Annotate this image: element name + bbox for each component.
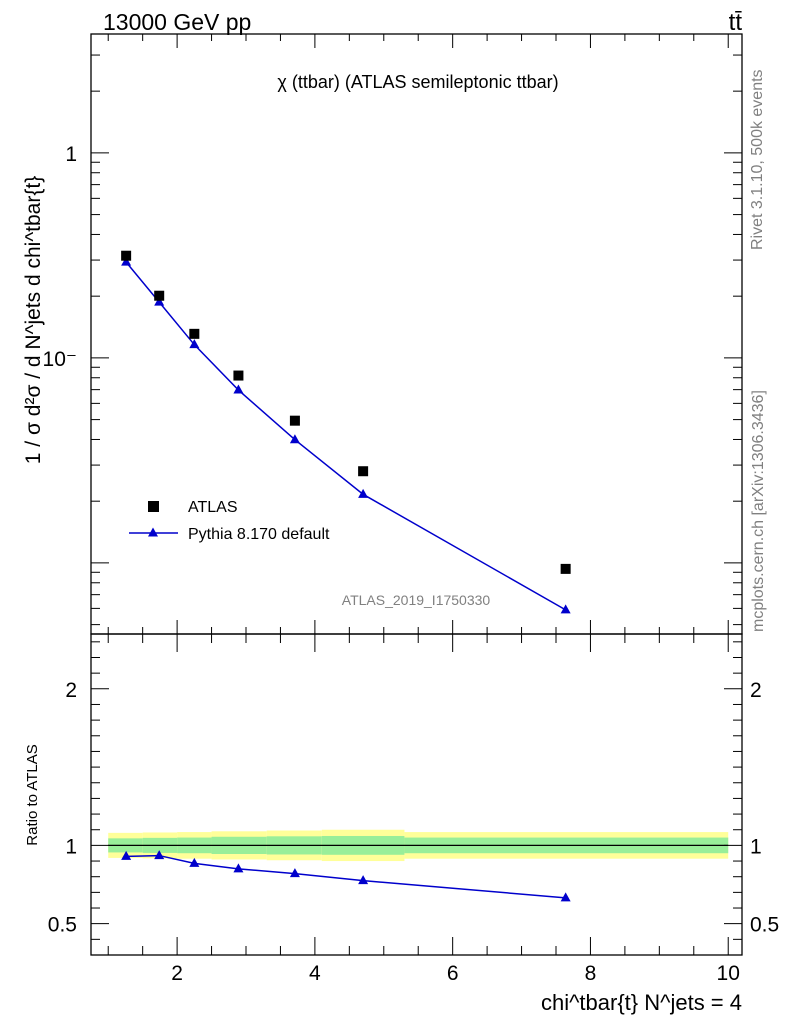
atlas-point xyxy=(289,415,300,426)
atlas-point xyxy=(358,466,369,477)
atlas-point xyxy=(154,290,165,301)
x-axis-title: chi^tbar{t} N^jets = 4 xyxy=(541,990,742,1015)
legend-pythia-label: Pythia 8.170 default xyxy=(188,526,330,543)
legend-atlas-marker xyxy=(148,501,159,512)
main-y-axis-title: 1 / σ d²σ / d N^jets d chi^tbar{t} xyxy=(22,176,45,464)
pythia-point xyxy=(560,604,571,614)
main-y-tick-label: 10⁻ xyxy=(43,348,77,371)
energy-label: 13000 GeV pp xyxy=(103,9,251,35)
ratio-y-axis: 0.5 0.5 1 1 2 2 2 4 6 8 10 xyxy=(48,634,779,985)
mcplots-label: mcplots.cern.ch [arXiv:1306.3436] xyxy=(750,390,767,632)
ratio-pythia-point xyxy=(560,892,571,902)
pythia-point xyxy=(189,339,200,349)
ratio-pythia-point xyxy=(121,850,132,860)
ratio-y-tick-label: 2 xyxy=(65,679,77,702)
pythia-point xyxy=(289,434,300,444)
x-tick-label: 2 xyxy=(171,962,183,985)
ratio-y-tick-label: 1 xyxy=(65,835,77,858)
pythia-point xyxy=(233,384,244,394)
rivet-version-label: Rivet 3.1.10, 500k events xyxy=(749,69,766,250)
x-tick-label: 8 xyxy=(585,962,597,985)
main-plot-frame xyxy=(90,33,743,635)
chart-title: χ (ttbar) (ATLAS semileptonic ttbar) xyxy=(277,72,558,92)
ratio-y-tick-label: 0.5 xyxy=(48,914,77,937)
x-tick-label: 6 xyxy=(447,962,459,985)
ratio-y-tick-label-right: 0.5 xyxy=(750,914,779,937)
pythia-point xyxy=(154,296,165,306)
ratio-y-tick-label-right: 1 xyxy=(750,835,762,858)
x-tick-label: 10 xyxy=(717,962,740,985)
ratio-pythia-point xyxy=(358,875,369,885)
main-y-tick-label: 1 xyxy=(65,143,77,166)
ratio-y-axis-title: Ratio to ATLAS xyxy=(24,744,41,845)
process-label: tt̄ xyxy=(729,9,743,36)
x-tick-label: 4 xyxy=(309,962,321,985)
ratio-pythia-point xyxy=(154,850,165,860)
ratio-plot-panel: 0.5 0.5 1 1 2 2 2 4 6 8 10 Ratio to ATLAS chi^tbar… xyxy=(24,633,779,1015)
pythia-point xyxy=(358,488,369,498)
legend: ATLAS Pythia 8.170 default xyxy=(129,499,330,543)
ratio-pythia-point xyxy=(289,868,300,878)
ratio-pythia-line xyxy=(126,854,566,899)
atlas-point xyxy=(560,563,571,574)
main-plot-panel: 1 10⁻ χ (ttbar) (ATLAS semileptonic ttbar… xyxy=(22,33,743,635)
ratio-y-tick-label-right: 2 xyxy=(750,679,762,702)
main-y-axis: 1 10⁻ xyxy=(43,34,742,634)
legend-pythia-marker xyxy=(148,527,158,537)
analysis-watermark: ATLAS_2019_I1750330 xyxy=(342,592,491,608)
legend-atlas-label: ATLAS xyxy=(188,499,238,516)
pythia-line xyxy=(125,261,567,611)
pythia-point xyxy=(121,256,132,266)
ratio-pythia-point xyxy=(233,863,244,873)
ratio-pythia-point xyxy=(189,857,200,867)
atlas-point xyxy=(189,328,200,339)
atlas-point xyxy=(121,250,132,261)
atlas-point xyxy=(233,370,244,381)
ratio-plot-frame xyxy=(90,633,743,956)
